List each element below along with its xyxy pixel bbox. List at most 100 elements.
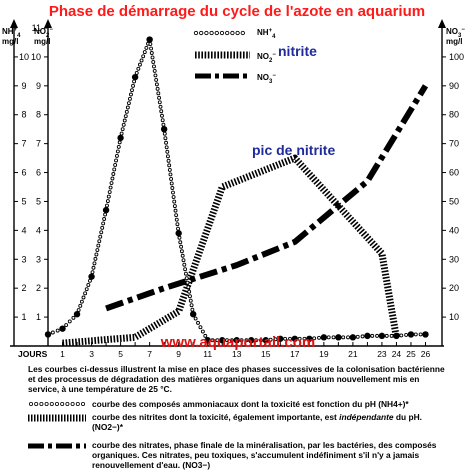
legend-nh4-dot [235, 30, 240, 36]
nh4-line-dot [404, 332, 409, 337]
tick-x-7: 7 [147, 349, 152, 359]
description-no3-row: courbe des nitrates, phase finale de la … [28, 440, 448, 470]
nh4-line-dot [175, 222, 180, 227]
no3-line [105, 84, 429, 312]
nh4-line-dot [341, 335, 346, 340]
tick-left-outer-3: 3 [21, 254, 26, 264]
nh4-line-dot [141, 54, 146, 59]
nh4-line-dot [183, 267, 188, 272]
chart-axes [10, 19, 446, 347]
tick-x-17: 17 [290, 349, 300, 359]
nh4-line-dot [154, 77, 159, 82]
nh4-point-22 [364, 332, 371, 340]
nh4-line-dot [108, 185, 113, 190]
tick-right-80: 80 [449, 110, 459, 120]
nh4-line-dot [346, 335, 350, 340]
nh4-line-dot [125, 105, 130, 110]
nh4-line-dot [78, 303, 83, 308]
series-no3 [105, 84, 429, 312]
tick-x-21: 21 [348, 349, 358, 359]
nh4-line-dot [229, 338, 234, 343]
nh4-line-dot [150, 55, 155, 60]
nh4-line-dot [148, 42, 153, 46]
nh4-point-24 [393, 332, 400, 340]
nh4-line-dot [103, 212, 108, 217]
nh4-line-dot [84, 287, 89, 292]
nh4-line-dot [166, 158, 171, 163]
tick-x-15: 15 [261, 349, 271, 359]
nh4-line-dot [155, 86, 160, 91]
nh4-line-dot [110, 176, 115, 181]
chart-legend: NH+4 NO2− NO3− [193, 28, 276, 85]
tick-left-inner-5: 5 [36, 196, 41, 206]
nh4-line-dot [136, 66, 141, 71]
nh4-point-6 [131, 73, 139, 81]
nh4-point-15 [262, 337, 269, 344]
tick-left-inner-3: 3 [36, 254, 41, 264]
symbol-nh4-dot [81, 401, 86, 407]
nh4-line-dot [165, 154, 170, 159]
nh4-line-dot [117, 140, 122, 145]
nh4-point-25 [407, 331, 415, 338]
nh4-line-dot [124, 109, 129, 114]
description-no2-row: courbe des nitrites dont la toxicité, ég… [28, 412, 448, 432]
nh4-line-dot [171, 190, 175, 195]
nh4-line-dot [144, 45, 149, 50]
nh4-line-dot [174, 217, 179, 222]
description-no3: courbe des nitrates, phase finale de la … [92, 440, 437, 470]
tick-left-outer-6: 6 [21, 168, 26, 178]
nh4-line-dot [112, 167, 117, 172]
nh4-line-dot [297, 336, 302, 341]
tick-x-13: 13 [232, 349, 242, 359]
nh4-line-dot [129, 92, 133, 97]
y-axis-outer-arrow [10, 19, 18, 28]
nh4-line-dot [149, 46, 154, 51]
nh4-line-dot [176, 226, 180, 231]
y-axis-right-arrow [438, 19, 446, 28]
nh4-line-dot [113, 163, 118, 167]
nh4-line-dot [273, 337, 278, 342]
nh4-line-dot [370, 333, 375, 338]
description-nh4-row: courbe des composés ammoniacaux dont la … [28, 399, 448, 409]
nh4-line-dot [153, 73, 158, 78]
legend-nh4-dot [225, 30, 230, 36]
nh4-line-dot [158, 104, 163, 109]
y-axis-inner-arrow [44, 19, 52, 28]
nh4-line-dot [102, 217, 107, 221]
tick-right-10: 10 [449, 312, 459, 322]
legend-no2-label: NO2− [257, 52, 276, 64]
nh4-line-dot [164, 145, 169, 150]
tick-left-inner-6: 6 [36, 168, 41, 178]
nh4-line-dot [86, 283, 91, 287]
nh4-point-19 [320, 334, 328, 341]
nh4-line-dot [189, 303, 194, 308]
symbol-no2 [28, 412, 92, 422]
nh4-line-dot [360, 334, 365, 339]
nh4-line-dot [171, 195, 176, 200]
annotation-pic-de-nitrite: pic de nitrite [252, 142, 335, 158]
nh4-line-dot [149, 51, 154, 55]
nh4-line-dot [384, 333, 389, 338]
nh4-point-3 [88, 273, 95, 280]
nh4-line-dot [168, 172, 173, 177]
symbol-nh4-dot [39, 401, 44, 407]
nh4-line-dot [160, 118, 165, 123]
nh4-line-dot [114, 158, 119, 163]
no2-line [62, 154, 400, 347]
nh4-line-dot [225, 338, 230, 343]
nh4-line-dot [99, 230, 104, 235]
nh4-line-dot [188, 294, 192, 299]
tick-right-30: 30 [449, 254, 459, 264]
nh4-point-14 [248, 337, 255, 344]
legend-nh4-dot [219, 30, 225, 36]
nh4-line-dot [355, 334, 360, 339]
nh4-line-dot [126, 101, 131, 106]
nh4-line-dot [188, 298, 193, 303]
description-no2-a: courbe des nitrites dont la toxicité, ég… [92, 412, 340, 422]
nh4-point-1 [59, 325, 66, 332]
nh4-point-11 [204, 337, 211, 344]
nh4-line-dot [101, 221, 106, 226]
nh4-line-dot [302, 336, 307, 341]
symbol-nh4-dot [44, 401, 49, 407]
nh4-point-10 [189, 311, 197, 318]
